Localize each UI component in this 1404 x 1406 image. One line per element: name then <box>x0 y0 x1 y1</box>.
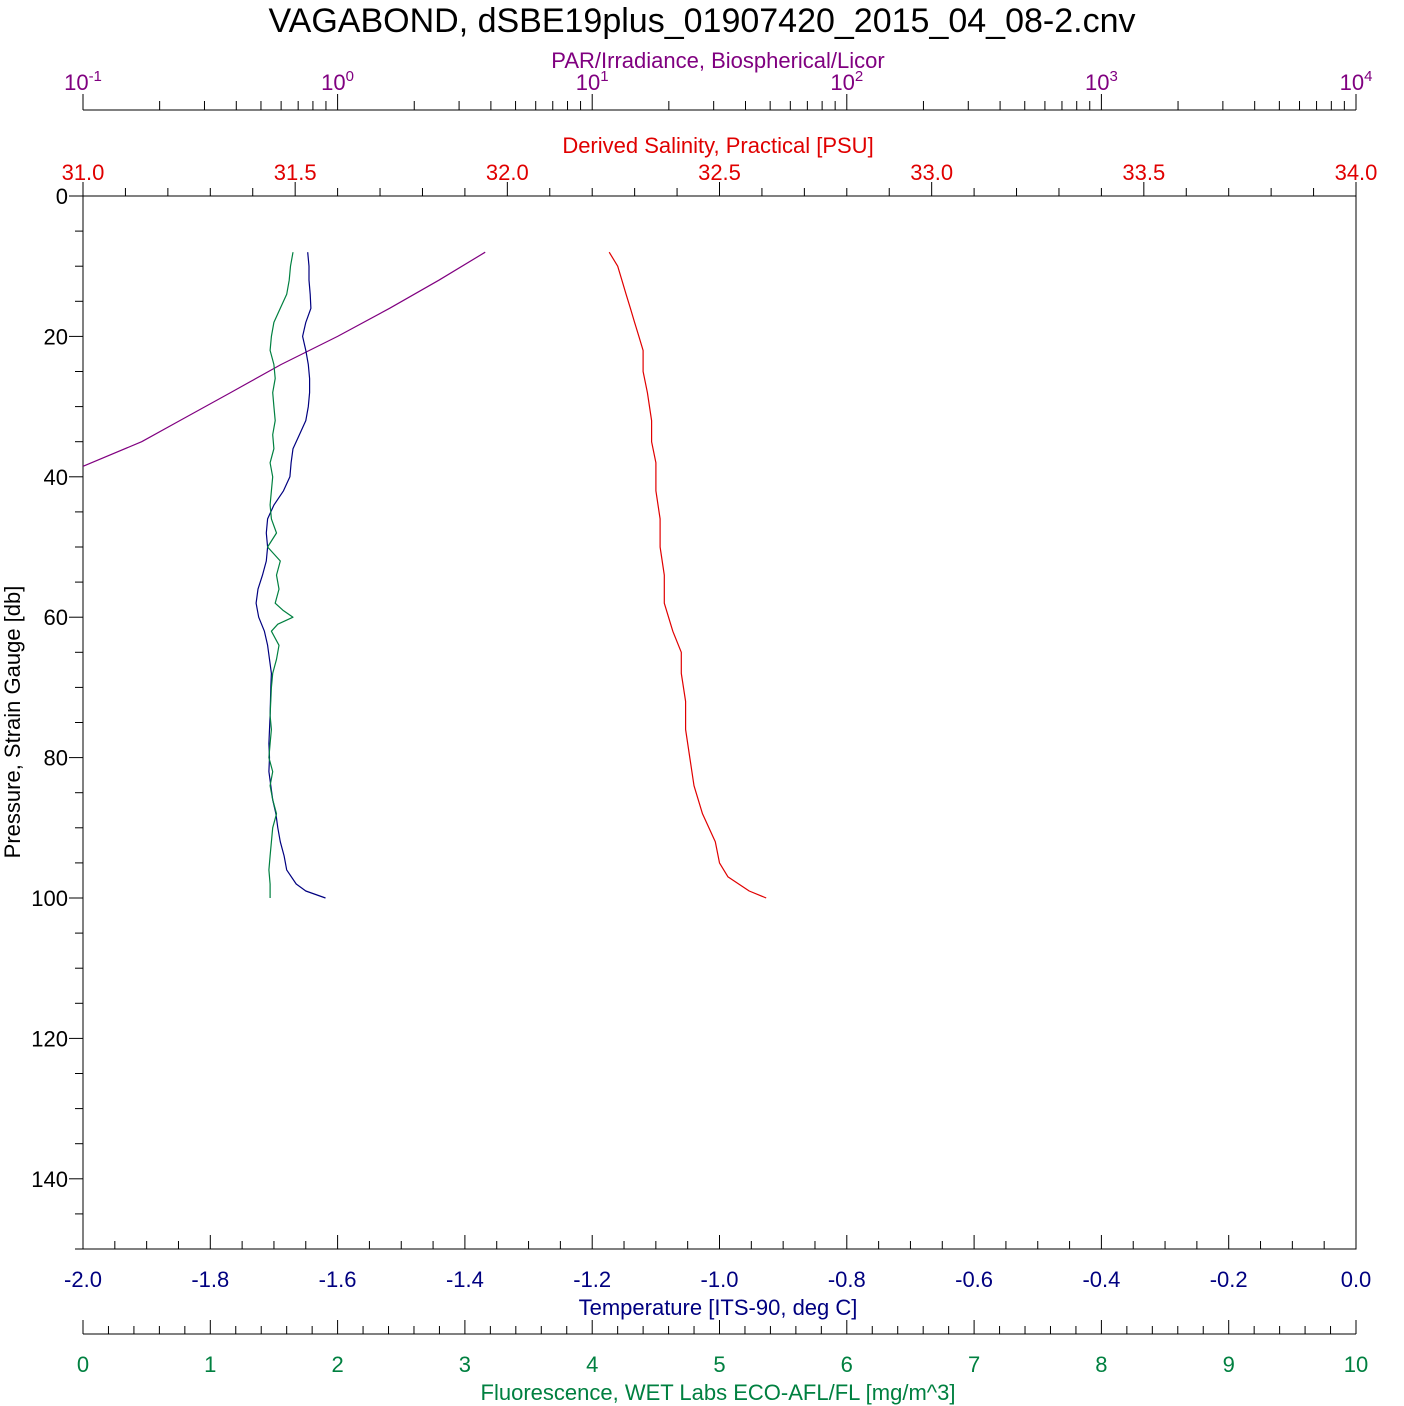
salinity-axis: 31.0 31.5 32.0 32.5 33.0 33.5 34.0 <box>62 160 1378 196</box>
par-tick-label: 104 <box>1340 68 1373 95</box>
par-tick-label: 10-1 <box>64 68 102 95</box>
pressure-tick-label: 0 <box>56 184 68 209</box>
pressure-tick-label: 60 <box>44 605 68 630</box>
fluorescence-tick-label: 8 <box>1095 1352 1107 1377</box>
fluorescence-tick-label: 0 <box>77 1352 89 1377</box>
temperature-tick-label: -0.2 <box>1210 1267 1248 1292</box>
fluorescence-tick-label: 4 <box>586 1352 598 1377</box>
par-axis-label: PAR/Irradiance, Biospherical/Licor <box>551 48 884 73</box>
temperature-tick-label: -0.6 <box>955 1267 993 1292</box>
salinity-tick-label: 34.0 <box>1335 160 1378 185</box>
temperature-tick-label: -1.2 <box>573 1267 611 1292</box>
par-tick-label: 101 <box>576 68 609 95</box>
temperature-tick-label: -1.6 <box>319 1267 357 1292</box>
par-tick-label: 100 <box>321 68 354 95</box>
pressure-tick-label: 120 <box>31 1026 68 1051</box>
temperature-tick-label: -2.0 <box>64 1267 102 1292</box>
temperature-axis-label: Temperature [ITS-90, deg C] <box>579 1295 858 1320</box>
fluorescence-profile-line <box>267 252 294 898</box>
salinity-tick-label: 32.5 <box>698 160 741 185</box>
fluorescence-axis: 0 1 2 3 4 5 6 7 8 9 10 <box>77 1320 1368 1377</box>
salinity-tick-label: 33.0 <box>910 160 953 185</box>
plot-frame <box>82 195 1357 1250</box>
fluorescence-tick-label: 1 <box>204 1352 216 1377</box>
fluorescence-tick-label: 3 <box>459 1352 471 1377</box>
salinity-tick-label: 31.0 <box>62 160 105 185</box>
par-profile-line <box>82 251 486 467</box>
pressure-tick-label: 140 <box>31 1167 68 1192</box>
salinity-axis-label: Derived Salinity, Practical [PSU] <box>562 133 873 158</box>
par-tick-label: 103 <box>1085 68 1118 95</box>
par-tick-label: 102 <box>830 68 863 95</box>
series-layer <box>82 251 767 899</box>
par-axis: 10-1 100 101 102 103 104 <box>64 68 1373 111</box>
temperature-tick-label: 0.0 <box>1341 1267 1372 1292</box>
fluorescence-tick-label: 6 <box>841 1352 853 1377</box>
pressure-axis: 0 20 40 60 80 100 120 140 <box>31 184 83 1250</box>
pressure-tick-label: 20 <box>44 324 68 349</box>
pressure-tick-label: 40 <box>44 465 68 490</box>
fluorescence-tick-label: 7 <box>968 1352 980 1377</box>
fluorescence-tick-label: 2 <box>331 1352 343 1377</box>
pressure-axis-label: Pressure, Strain Gauge [db] <box>0 586 25 859</box>
salinity-profile-line <box>608 251 767 899</box>
temperature-tick-label: -0.4 <box>1082 1267 1120 1292</box>
salinity-tick-label: 31.5 <box>274 160 317 185</box>
temperature-tick-label: -1.0 <box>701 1267 739 1292</box>
chart-title: VAGABOND, dSBE19plus_01907420_2015_04_08… <box>269 2 1136 40</box>
fluorescence-tick-label: 10 <box>1344 1352 1368 1377</box>
salinity-tick-label: 33.5 <box>1122 160 1165 185</box>
temperature-profile-line <box>255 252 326 899</box>
temperature-axis: -2.0 -1.8 -1.6 -1.4 -1.2 -1.0 -0.8 -0.6 -0.4 -0.2… <box>64 1235 1371 1292</box>
fluorescence-tick-label: 9 <box>1223 1352 1235 1377</box>
temperature-tick-label: -1.8 <box>191 1267 229 1292</box>
fluorescence-tick-label: 5 <box>713 1352 725 1377</box>
fluorescence-axis-label: Fluorescence, WET Labs ECO-AFL/FL [mg/m^… <box>481 1380 956 1405</box>
temperature-tick-label: -0.8 <box>828 1267 866 1292</box>
salinity-tick-label: 32.0 <box>486 160 529 185</box>
pressure-tick-label: 80 <box>44 746 68 771</box>
temperature-tick-label: -1.4 <box>446 1267 484 1292</box>
pressure-tick-label: 100 <box>31 886 68 911</box>
